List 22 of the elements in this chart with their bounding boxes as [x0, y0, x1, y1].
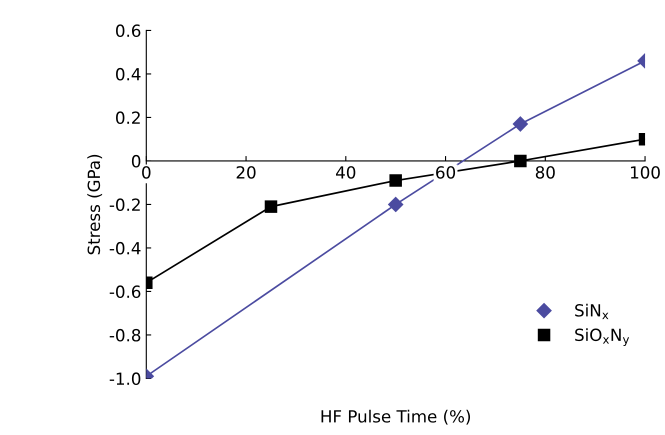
legend-label: SiO$_{x}$N$_{y}$	[575, 328, 630, 346]
x-tick-label: 40	[336, 166, 356, 179]
point	[388, 196, 404, 212]
y-tick-label: -0.4	[110, 242, 141, 255]
point	[512, 116, 528, 132]
y-tick-label: -0.2	[110, 198, 140, 212]
y-tick-label: -0.8	[110, 328, 140, 342]
y-tick-label: 0.6	[116, 24, 140, 38]
y-tick-label: 0.2	[116, 111, 140, 124]
x-tick-label: 60	[436, 166, 456, 179]
y-tick-label: -1.0	[110, 372, 140, 386]
y-axis-title: Stress (GPa)	[87, 154, 102, 254]
x-axis-title: HF Pulse Time (%)	[322, 410, 470, 425]
point	[389, 174, 402, 187]
y-tick-label: 0	[132, 154, 140, 168]
y-tick-label: -0.6	[110, 285, 140, 298]
x-tick-label: 100	[630, 166, 660, 179]
legend-label: SiN$_{x}$	[575, 304, 608, 320]
x-tick-label: 0	[142, 166, 150, 179]
x-tick-label: 80	[536, 166, 555, 179]
y-tick-label: 0.4	[116, 68, 141, 81]
x-tick-label: 20	[236, 166, 256, 179]
